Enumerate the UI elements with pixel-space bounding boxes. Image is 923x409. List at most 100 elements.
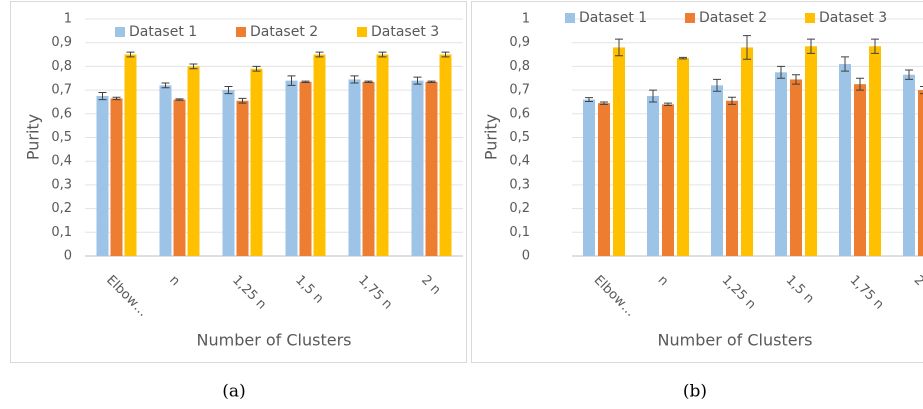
y-tick-label: 0,1	[509, 225, 530, 240]
y-tick-label: 0,6	[509, 106, 530, 121]
legend-label: Dataset 1	[579, 10, 647, 26]
error-bar	[728, 96, 736, 105]
bar	[313, 54, 326, 256]
bar	[918, 90, 923, 256]
legend-label: Dataset 1	[129, 24, 197, 40]
x-axis-title: Number of Clusters	[197, 331, 352, 350]
y-tick-label: 0,3	[51, 177, 72, 192]
y-tick-label: 0,2	[509, 201, 530, 216]
error-bar	[364, 80, 373, 84]
y-tick-label: 0,7	[509, 83, 530, 98]
error-bar	[413, 76, 422, 85]
bar	[299, 81, 312, 257]
legend-swatch	[805, 13, 815, 23]
error-bar	[98, 91, 107, 101]
bar	[775, 72, 787, 256]
error-bar	[807, 38, 815, 54]
error-bar	[743, 35, 751, 60]
error-bar	[161, 82, 170, 89]
error-bar	[615, 38, 623, 57]
error-bar	[856, 77, 864, 91]
legend-swatch	[565, 13, 575, 23]
error-bar	[841, 56, 849, 72]
bar	[439, 54, 452, 256]
caption: (a)	[222, 382, 245, 402]
bar	[662, 104, 674, 256]
legend-label: Dataset 2	[699, 10, 767, 26]
y-tick-label: 0	[522, 249, 530, 264]
error-bar	[287, 75, 296, 86]
legend-swatch	[685, 13, 695, 23]
bar	[376, 54, 389, 256]
legend-label: Dataset 3	[371, 24, 439, 40]
error-bar	[427, 80, 436, 84]
bar	[348, 79, 361, 256]
y-tick-label: 0,2	[51, 201, 72, 216]
y-tick-label: 0,7	[51, 83, 72, 98]
error-bar	[713, 78, 721, 92]
error-bar	[252, 65, 261, 72]
y-tick-label: 0,9	[509, 35, 530, 50]
bar	[285, 80, 298, 257]
error-bar	[224, 86, 233, 95]
bar	[159, 85, 172, 256]
y-tick-label: 0,4	[509, 154, 530, 169]
bar	[236, 100, 249, 256]
bar	[110, 98, 123, 257]
bar	[362, 81, 375, 257]
error-bar	[920, 86, 923, 95]
y-tick-label: 0,8	[509, 59, 530, 74]
y-tick-label: 0,5	[51, 130, 72, 145]
error-bar	[871, 38, 879, 54]
y-tick-label: 0,5	[509, 130, 530, 145]
bar	[598, 103, 610, 256]
error-bar	[777, 65, 785, 79]
error-bar	[441, 51, 450, 58]
error-bar	[585, 97, 593, 102]
bar	[647, 96, 659, 257]
legend-swatch	[236, 27, 246, 37]
bar	[124, 54, 137, 256]
legend-swatch	[357, 27, 367, 37]
bar	[790, 79, 802, 256]
bar	[711, 85, 723, 256]
error-bar	[315, 51, 324, 58]
bar	[613, 47, 625, 256]
caption: (b)	[683, 382, 707, 402]
error-bar	[112, 96, 121, 101]
y-tick-label: 0,9	[51, 35, 72, 50]
y-tick-label: 1	[522, 12, 530, 27]
y-axis-title: Purity	[482, 114, 501, 160]
y-tick-label: 0	[64, 249, 72, 264]
error-bar	[905, 69, 913, 80]
legend-label: Dataset 3	[819, 10, 887, 26]
legend-label: Dataset 2	[250, 24, 318, 40]
error-bar	[175, 98, 184, 101]
y-axis-title: Purity	[24, 114, 43, 160]
y-tick-label: 1	[64, 12, 72, 27]
bar	[903, 74, 915, 256]
bar	[222, 90, 235, 256]
bar	[839, 64, 851, 256]
error-bar	[679, 56, 687, 60]
y-tick-label: 0,3	[509, 177, 530, 192]
error-bar	[649, 89, 657, 103]
y-tick-label: 0,4	[51, 154, 72, 169]
y-tick-label: 0,6	[51, 106, 72, 121]
bar	[425, 81, 438, 257]
error-bar	[664, 102, 672, 107]
legend-swatch	[115, 27, 125, 37]
bar	[805, 46, 817, 256]
error-bar	[301, 80, 310, 84]
error-bar	[378, 51, 387, 58]
error-bar	[238, 97, 247, 104]
bar	[250, 68, 263, 257]
bar	[583, 99, 595, 256]
error-bar	[792, 74, 800, 85]
bar	[726, 100, 738, 256]
error-bar	[126, 51, 135, 58]
bar	[741, 47, 753, 256]
error-bar	[600, 101, 608, 105]
bar	[677, 58, 689, 257]
